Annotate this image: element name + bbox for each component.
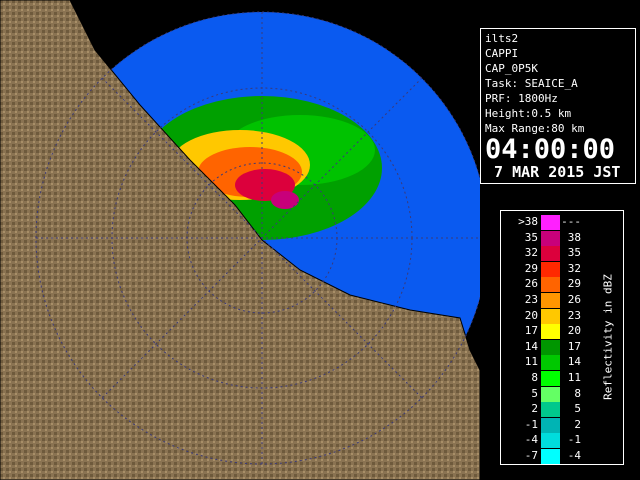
legend-high: 2	[574, 417, 581, 431]
legend-low: 8	[531, 371, 538, 384]
legend-swatch	[541, 386, 560, 402]
info-line: CAPPI	[485, 47, 519, 60]
legend-high: 14	[567, 355, 581, 369]
info-line: CAP_0P5K	[485, 62, 538, 75]
legend-swatch	[541, 433, 560, 449]
legend-high: -1	[567, 433, 581, 447]
range-rings	[35, 11, 480, 465]
land	[0, 0, 480, 480]
legend-title: Reflectivity in dBZ	[601, 274, 615, 400]
legend-swatch	[541, 246, 560, 262]
legend-row: >38 ---	[501, 215, 601, 230]
legend-row: 20 23	[501, 308, 601, 324]
date: 7 MAR 2015 JST	[485, 163, 621, 181]
legend-high: 8	[574, 386, 581, 400]
legend-low: 2	[531, 402, 538, 416]
legend-swatch	[541, 324, 560, 340]
legend-low: 35	[524, 230, 538, 244]
time: 04:00:00	[485, 134, 616, 165]
legend-swatch	[541, 339, 560, 355]
legend-low: 23	[524, 293, 538, 306]
legend-high: 20	[567, 324, 581, 338]
legend-high: 11	[567, 371, 581, 384]
legend-swatch	[541, 371, 560, 386]
legend-high: 38	[567, 230, 581, 244]
legend-swatch	[541, 293, 560, 308]
legend-row: 35 38	[501, 230, 601, 246]
legend-low: -7	[524, 449, 538, 462]
info-line: PRF: 1800Hz	[485, 92, 558, 105]
legend-swatch	[541, 402, 560, 418]
legend-high: ---	[561, 215, 581, 228]
legend-low: 26	[524, 277, 538, 291]
legend-low: 11	[524, 355, 538, 369]
legend-row: 14 17	[501, 339, 601, 355]
legend-high: 32	[567, 261, 581, 275]
legend-high: 5	[574, 402, 581, 416]
legend-row: 8 11	[501, 371, 601, 386]
info-line: Task: SEAICE_A	[485, 77, 578, 90]
legend-low: 32	[524, 246, 538, 260]
legend-low: -1	[524, 417, 538, 431]
legend-row: 32 35	[501, 246, 601, 262]
legend-swatch	[541, 449, 560, 464]
info-line: Max Range:80 km	[485, 122, 585, 135]
legend-high: -4	[567, 449, 581, 462]
legend-row: 17 20	[501, 324, 601, 340]
legend-low: -4	[524, 433, 538, 447]
legend: >38 --- 35 38 32 35 29 32 26 29 23 26 20 23 17 20 14 17 11…	[500, 210, 624, 465]
legend-row: -1 2	[501, 417, 601, 433]
legend-low: >38	[518, 215, 538, 228]
legend-high: 17	[567, 339, 581, 353]
legend-high: 35	[567, 246, 581, 260]
legend-row: 11 14	[501, 355, 601, 371]
legend-low: 20	[524, 308, 538, 322]
legend-swatch	[541, 261, 560, 277]
legend-swatch	[541, 355, 560, 371]
legend-swatch	[541, 230, 560, 246]
legend-high: 29	[567, 277, 581, 291]
legend-low: 17	[524, 324, 538, 338]
legend-row: -7 -4	[501, 449, 601, 464]
legend-swatch	[541, 277, 560, 293]
legend-row: 23 26	[501, 293, 601, 308]
info-line: ilts2	[485, 32, 519, 45]
legend-low: 14	[524, 339, 538, 353]
echo	[271, 191, 299, 209]
legend-high: 26	[567, 293, 581, 306]
legend-low: 29	[524, 261, 538, 275]
legend-swatch	[541, 417, 560, 433]
legend-swatch	[541, 308, 560, 324]
legend-swatch	[541, 215, 560, 230]
legend-row: 29 32	[501, 261, 601, 277]
info-line: Height:0.5 km	[485, 107, 572, 120]
legend-row: -4 -1	[501, 433, 601, 449]
legend-low: 5	[531, 386, 538, 400]
radar-map	[0, 0, 480, 480]
legend-high: 23	[567, 308, 581, 322]
info-panel: ilts2 CAPPI CAP_0P5K Task: SEAICE_A PRF: 180…	[480, 28, 636, 184]
legend-row: 26 29	[501, 277, 601, 293]
